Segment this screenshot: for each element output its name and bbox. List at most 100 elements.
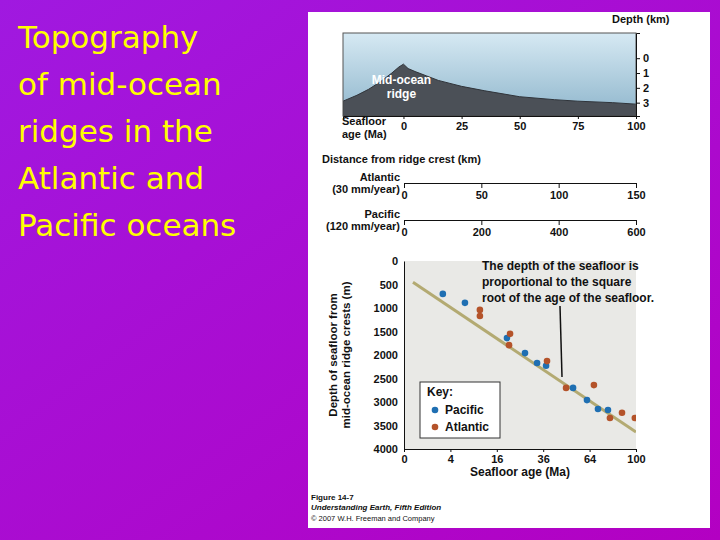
legend-title: Key: <box>427 385 453 399</box>
tick-mark <box>520 116 521 119</box>
tick-mark <box>636 88 640 89</box>
tick-label: 3000 <box>374 396 398 408</box>
tick-label: 75 <box>572 120 584 132</box>
tick: 2000 <box>374 349 404 361</box>
age-axis: 0255075100 <box>344 116 646 132</box>
tick: 64 <box>584 449 597 465</box>
data-point <box>619 410 626 417</box>
distance-axis-rate: (30 mm/year) <box>332 183 400 195</box>
distance-title: Distance from ridge crest (km) <box>322 153 481 165</box>
legend-label: Pacific <box>445 403 484 417</box>
tick-label: 200 <box>473 226 491 238</box>
tick-label: 1 <box>643 67 649 79</box>
data-point <box>477 313 484 320</box>
caption: Figure 14-7 <box>311 493 354 502</box>
tick-mark <box>590 449 591 452</box>
distance-axis-rate: (120 mm/year) <box>326 220 400 232</box>
tick: 150 <box>627 183 645 201</box>
annotation-pointer <box>560 306 562 377</box>
tick-mark <box>636 183 637 188</box>
data-point <box>591 382 598 389</box>
profile-frame <box>343 33 636 116</box>
ridge-profile <box>343 64 636 116</box>
tick-mark <box>543 449 544 452</box>
data-point <box>570 385 577 392</box>
tick-mark <box>636 116 637 119</box>
data-point <box>534 360 541 367</box>
tick-label: 64 <box>584 453 597 465</box>
tick-label: 0 <box>643 52 649 64</box>
axis-line <box>405 450 637 453</box>
tick-label: 4000 <box>374 443 398 455</box>
tick: 50 <box>476 183 488 201</box>
distance-axis: 0200400600 <box>401 220 645 238</box>
tick-label: 1000 <box>374 302 398 314</box>
data-point <box>462 300 469 307</box>
tick: 2500 <box>374 373 404 385</box>
tick: 4000 <box>374 443 404 455</box>
tick-label: 100 <box>550 189 568 201</box>
legend: Key: Pacific Atlantic <box>420 382 500 438</box>
tick-label: 1500 <box>374 326 398 338</box>
data-point <box>632 415 636 422</box>
tick-label: 2 <box>643 82 649 94</box>
legend-label: Atlantic <box>445 420 489 434</box>
tick: 1500 <box>374 326 404 338</box>
tick-label: 16 <box>491 453 503 465</box>
data-point <box>595 406 602 413</box>
data-point <box>440 291 447 298</box>
tick: 1 <box>636 67 649 79</box>
tick-mark <box>450 449 451 452</box>
tick-mark <box>462 116 463 119</box>
tick-mark <box>636 449 637 452</box>
tick: 16 <box>491 449 503 465</box>
tick-label: 4 <box>448 453 455 465</box>
data-point <box>507 331 514 338</box>
tick-label: 0 <box>401 120 407 132</box>
tick-label: 600 <box>627 226 645 238</box>
figure-panel <box>308 12 710 528</box>
tick: 0 <box>392 255 404 267</box>
distance-axis: 050100150 <box>401 183 645 201</box>
tick: 2 <box>636 82 649 94</box>
slide-title: Pacific oceans <box>18 207 236 243</box>
tick-label: 0 <box>401 453 407 465</box>
tick-mark <box>497 449 498 452</box>
tick: 100 <box>627 116 645 132</box>
slide-title: Atlantic and <box>18 160 204 196</box>
tick: 0 <box>401 449 407 465</box>
slide: Topographyof mid-oceanridges in theAtlan… <box>0 0 720 540</box>
slide-title: Topography <box>17 19 198 55</box>
data-point <box>477 307 484 314</box>
tick-label: 2500 <box>374 373 398 385</box>
data-point <box>544 358 551 365</box>
ridge-label: ridge <box>387 87 417 101</box>
distance-axis-name: Pacific <box>365 208 400 220</box>
tick: 400 <box>550 220 568 238</box>
tick-label: 36 <box>538 453 550 465</box>
slide-title: ridges in the <box>18 113 213 149</box>
tick-mark <box>559 220 560 225</box>
tick-label: 150 <box>627 189 645 201</box>
background <box>0 0 720 540</box>
tick: 500 <box>380 279 404 291</box>
tick: 1000 <box>374 302 404 314</box>
tick-mark <box>404 183 405 188</box>
profile-marks <box>343 64 636 116</box>
annotation: root of the age of the seafloor. <box>482 291 654 305</box>
axis-line <box>344 117 637 120</box>
tick: 600 <box>627 220 645 238</box>
y-axis: 05001000150020002500300035004000 <box>374 255 405 455</box>
tick-label: 50 <box>514 120 526 132</box>
axis-title: age (Ma) <box>342 128 387 140</box>
depth-axis: 0123 <box>636 34 649 117</box>
tick: 100 <box>550 183 568 201</box>
tick-label: 100 <box>627 120 645 132</box>
ridge-label: Mid-ocean <box>372 73 431 87</box>
tick: 50 <box>514 116 526 132</box>
data-point <box>584 397 591 404</box>
tick-mark <box>636 220 637 225</box>
plot-background <box>404 261 636 449</box>
annotation: The depth of the seafloor is <box>482 259 639 273</box>
water <box>343 33 636 116</box>
